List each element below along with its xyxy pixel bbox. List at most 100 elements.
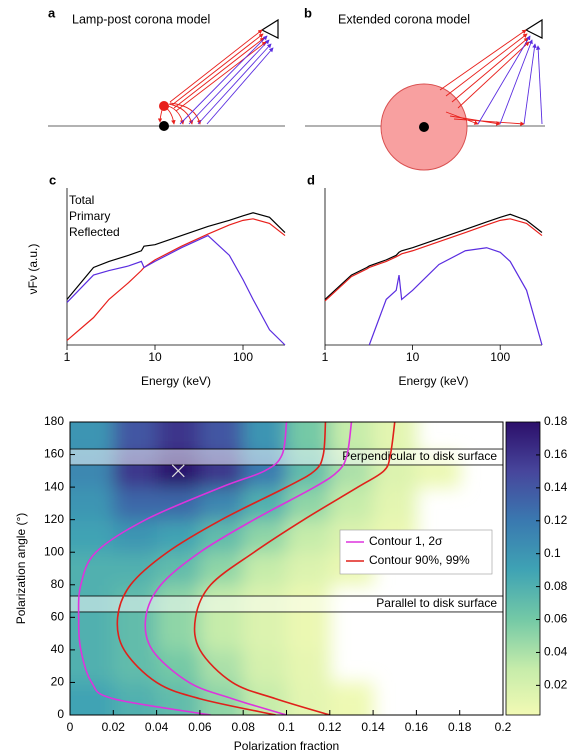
heatmap-cell [286,617,331,651]
black-hole [419,122,429,132]
x-tick-label: 0.1 [278,720,295,734]
y-tick-label: 160 [44,447,64,461]
colorbar-tick-label: 0.16 [544,447,568,461]
legend-entry: Contour 90%, 99% [369,553,470,567]
colorbar [505,421,541,716]
series-line [66,212,286,300]
heatmap-cell [70,649,114,683]
y-axis-label: Polarization angle (°) [14,513,28,625]
heatmap-cell [243,617,287,651]
heatmap-cell [156,487,201,521]
y-tick-label: 180 [44,414,64,428]
heatmap-cell [243,519,287,553]
x-tick-label: 0.04 [145,720,169,734]
panel-title: Extended corona model [338,12,470,26]
x-tick-label: 1 [322,350,329,364]
contour [77,422,288,715]
panel-title: Lamp-post corona model [72,12,210,26]
contour [116,422,327,715]
best-fit [171,464,185,478]
heatmap-cell [70,682,114,715]
x-tick-label: 0.02 [102,720,126,734]
x-tick-label: 0.14 [361,720,385,734]
heatmap-cell [199,552,244,586]
legend-entry: Primary [69,209,110,223]
panel-label: a [48,5,56,20]
heatmap-cell [199,487,244,521]
contour [144,422,353,715]
x-tick-label: 0.18 [448,720,472,734]
heatmap-cell [156,649,201,683]
heatmap-cell [70,519,114,553]
x-tick-label: 0.08 [232,720,256,734]
reflected-rays [179,35,274,125]
heatmap-cell [286,552,331,586]
heatmap-cell [286,519,331,553]
x-tick-label: 1 [64,350,71,364]
colorbar-tick-label: 0.08 [544,579,568,593]
panel-a-diagram: a Lamp-post corona model [48,5,285,131]
contour [193,422,396,715]
series-line [324,213,543,300]
y-tick-label: 100 [44,544,64,558]
x-tick-label: 0 [67,720,74,734]
x-axis-label: Energy (keV) [141,374,211,388]
colorbar-tick-label: 0.06 [544,612,568,626]
colorbar-tick-label: 0.12 [544,513,568,527]
x-axis-label: Energy (keV) [398,374,468,388]
series-line [324,218,543,302]
y-tick-label: 60 [51,610,65,624]
panel-label: d [307,172,315,187]
heatmap-cell [286,682,331,715]
heatmap-cell [113,422,158,456]
heatmap-cell [156,422,201,456]
observer [260,18,279,39]
heatmap-cell [113,682,158,715]
y-tick-label: 80 [51,577,65,591]
heatmap-cell [329,487,374,521]
x-tick-label: 10 [406,350,420,364]
x-tick-label: 0.12 [318,720,342,734]
heatmap-cell [373,487,417,521]
x-tick-label: 100 [233,350,253,364]
heatmap-cell [243,649,287,683]
y-tick-label: 120 [44,512,64,526]
heatmap-cell [286,487,331,521]
heatmap-cell [199,682,244,715]
y-tick-label: 40 [51,642,65,656]
heatmap-cell [329,682,374,715]
heatmap-cell [199,617,244,651]
heatmap-cell [199,422,244,456]
colorbar-tick-label: 0.18 [544,414,568,428]
colorbar-tick-label: 0.14 [544,480,568,494]
heatmap-cell [243,552,287,586]
heatmap-cell [156,617,201,651]
band-label: Perpendicular to disk surface [342,449,497,463]
heatmap-cell [70,617,114,651]
y-tick-label: 20 [51,675,65,689]
series-line [66,234,286,346]
x-tick-label: 100 [490,350,510,364]
panel-b-diagram: b Extended corona model [304,5,545,171]
legend-entry: Contour 1, 2σ [369,534,443,548]
y-axis-label: νFν (a.u.) [26,244,40,295]
x-tick-label: 0.2 [495,720,512,734]
heatmap-cell [286,649,331,683]
colorbar-tick-label: 0.04 [544,645,568,659]
series-line [66,218,286,341]
heatmap-cell [243,422,287,456]
x-tick-label: 0.16 [405,720,429,734]
x-tick-label: 0.06 [188,720,212,734]
heatmap-cell [113,487,158,521]
heatmap-cell [243,487,287,521]
primary-rays [439,29,530,126]
y-tick-label: 140 [44,479,64,493]
observer [524,18,543,39]
colorbar-tick-label: 0.02 [544,678,568,692]
y-tick-label: 0 [57,707,64,721]
series-line [368,247,543,346]
legend-entry: Total [69,193,94,207]
legend-entry: Reflected [69,225,120,239]
band-label: Parallel to disk surface [376,596,497,610]
